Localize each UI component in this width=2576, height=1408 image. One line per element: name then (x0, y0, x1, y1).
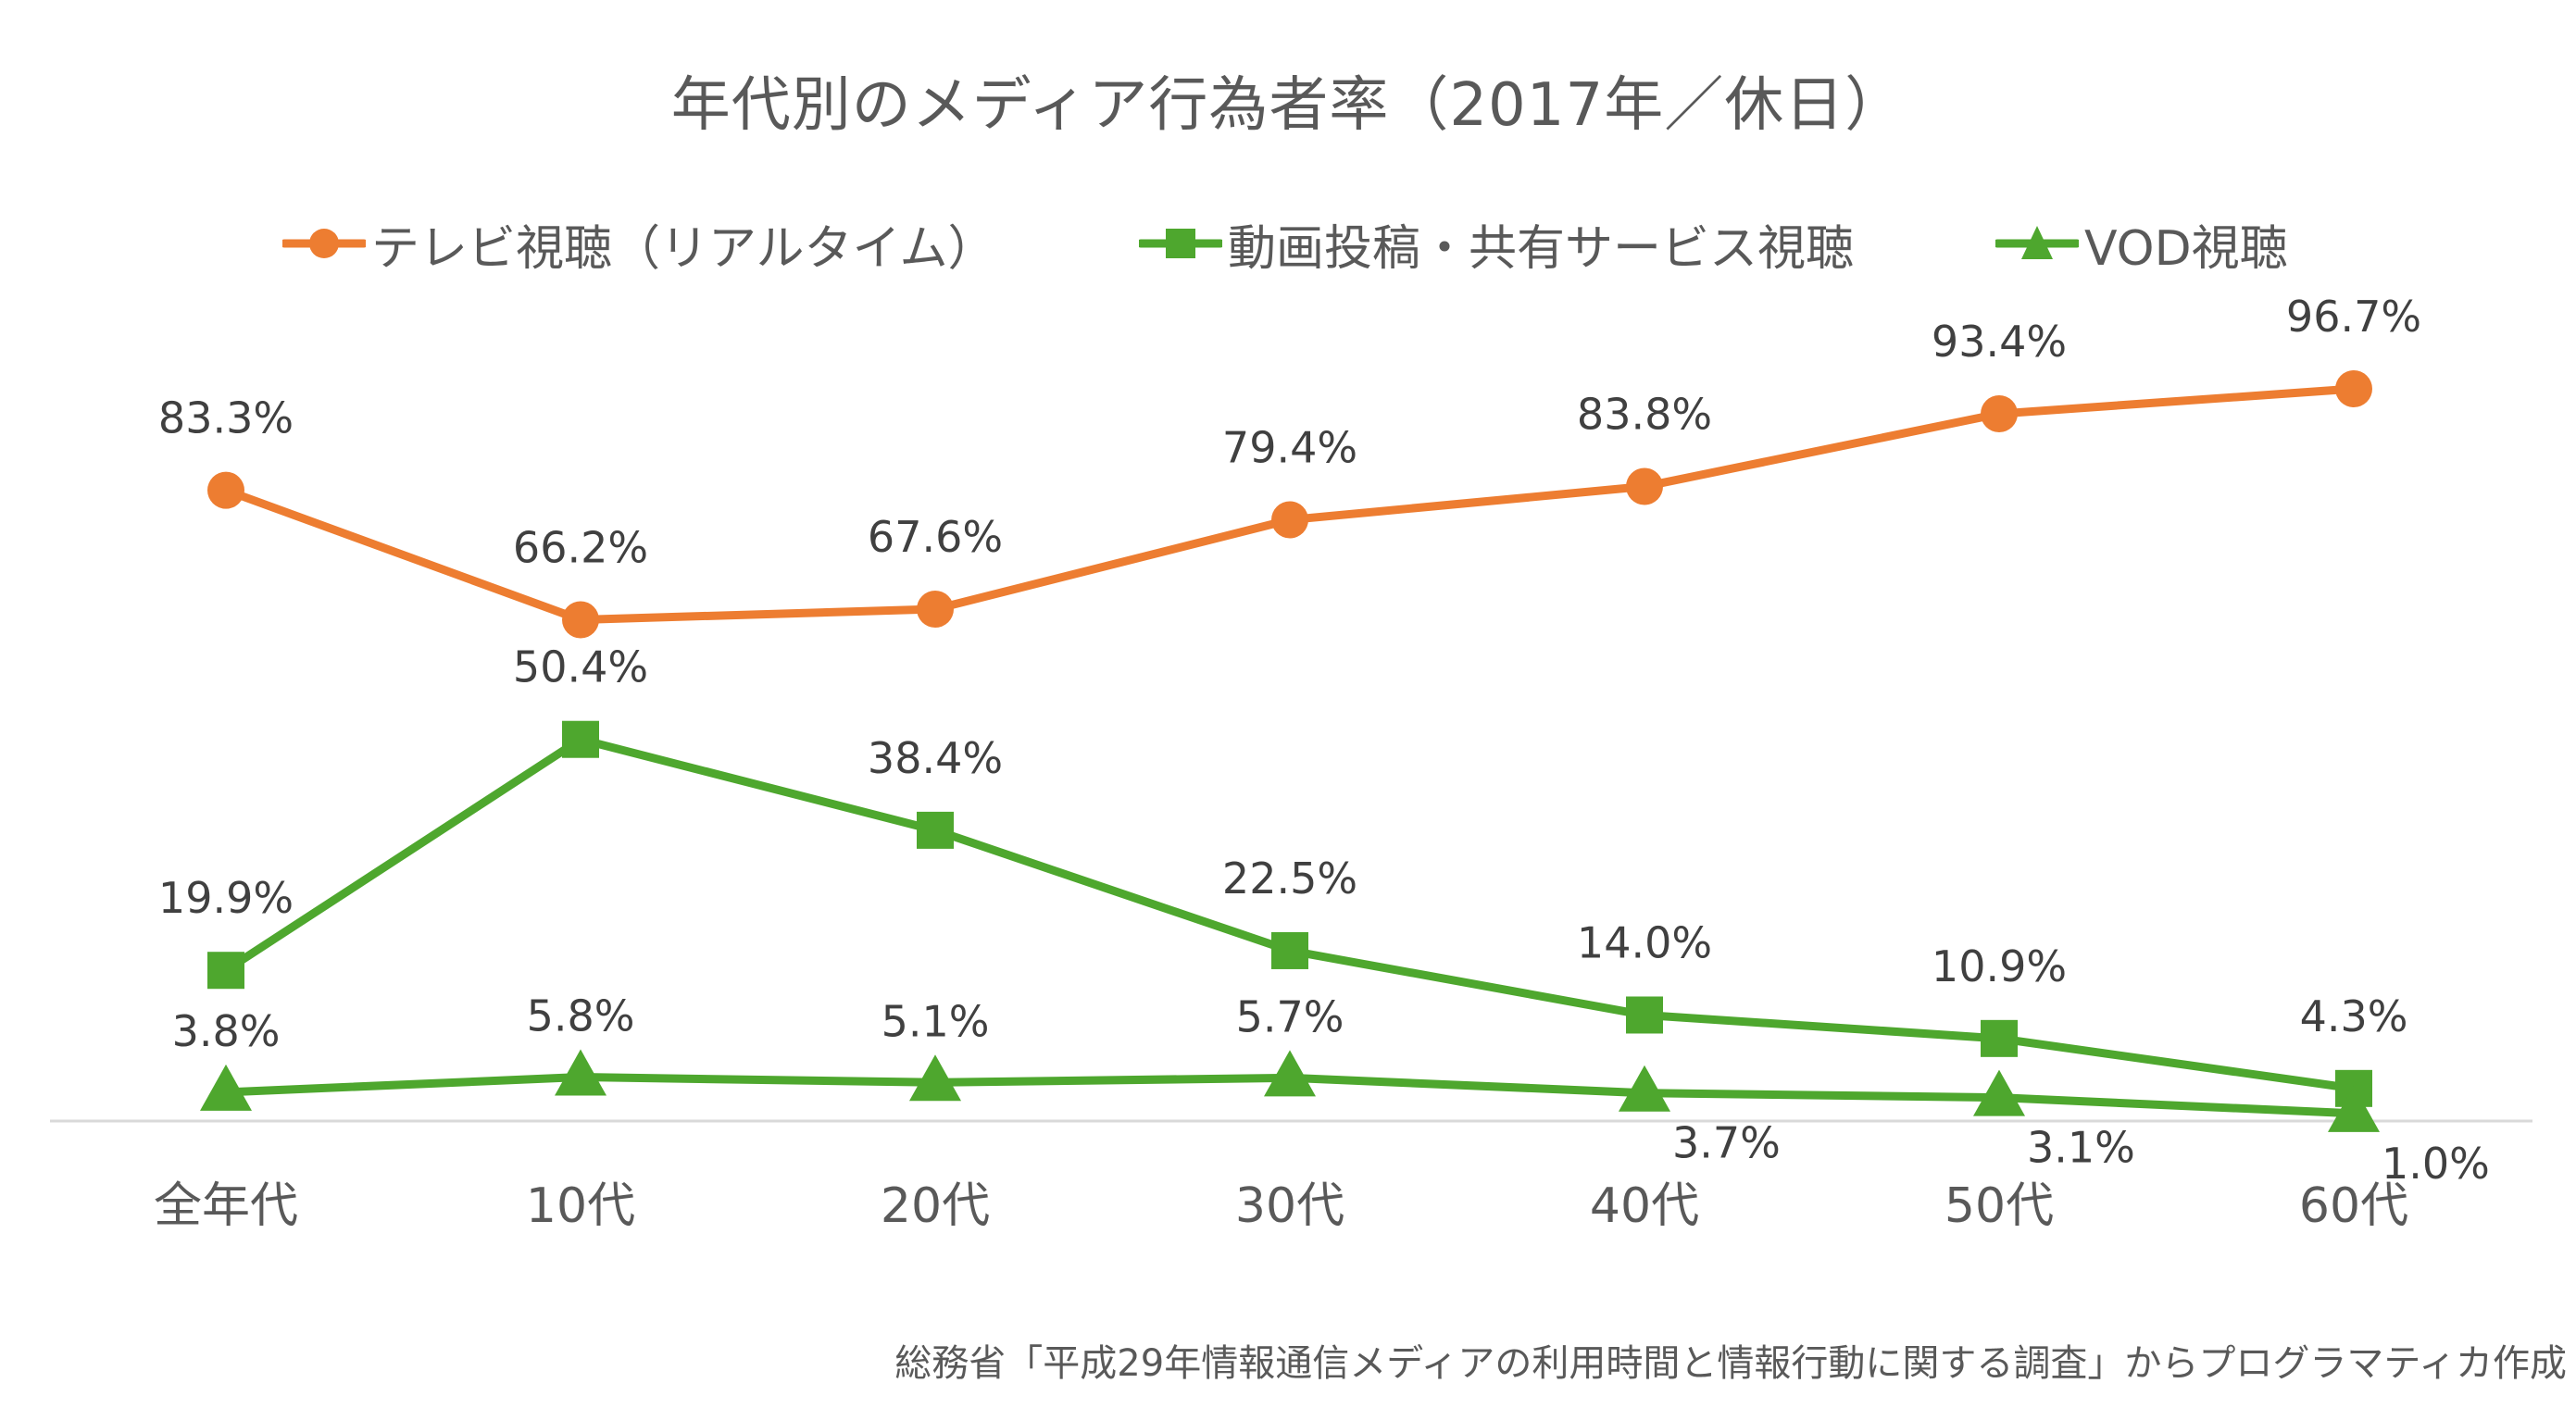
legend-marker-square-icon (1139, 229, 1222, 258)
data-label-vod-4: 3.7% (1672, 1118, 1781, 1168)
data-point-video-sharing-1 (562, 720, 599, 758)
data-label-tv-4: 83.8% (1577, 390, 1712, 440)
legend-item-video-sharing: 動画投稿・共有サービス視聴 (1139, 211, 1855, 277)
data-point-tv-1 (562, 601, 599, 639)
x-tick-label: 30代 (1235, 1178, 1344, 1234)
data-point-vod-1 (555, 1049, 606, 1096)
data-label-tv-5: 93.4% (1932, 317, 2067, 367)
data-point-vod-0 (200, 1064, 252, 1111)
data-point-tv-5 (1981, 394, 2018, 432)
data-label-video-sharing-4: 14.0% (1577, 917, 1712, 967)
data-label-tv-6: 96.7% (2286, 292, 2421, 342)
data-label-video-sharing-3: 22.5% (1222, 854, 1357, 903)
data-point-tv-0 (207, 471, 244, 509)
legend-marker-triangle-icon (1995, 226, 2079, 259)
data-point-vod-6 (2328, 1085, 2380, 1132)
data-label-tv-0: 83.3% (158, 393, 294, 443)
data-point-video-sharing-3 (1271, 931, 1308, 969)
legend-item-vod: VOD視聴 (1995, 211, 2288, 277)
x-tick-label: 全年代 (154, 1178, 298, 1234)
chart-title: 年代別のメディア行為者率（2017年／休日） (670, 71, 1906, 140)
source-note: 総務省「平成29年情報通信メディアの利用時間と情報行動に関する調査」からプログラ… (894, 1342, 2567, 1385)
legend-label-vod: VOD視聴 (2084, 220, 2288, 277)
x-tick-label: 40代 (1590, 1178, 1699, 1234)
legend-item-tv: テレビ視聴（リアルタイム） (282, 211, 996, 277)
data-label-tv-2: 67.6% (868, 512, 1003, 562)
data-label-video-sharing-5: 10.9% (1932, 941, 2067, 991)
data-label-tv-3: 79.4% (1222, 423, 1357, 473)
data-label-vod-6: 1.0% (2382, 1139, 2490, 1189)
data-point-video-sharing-5 (1981, 1019, 2018, 1057)
x-tick-label: 50代 (1945, 1178, 2054, 1234)
data-label-vod-3: 5.7% (1236, 991, 1344, 1041)
data-label-vod-2: 5.1% (882, 996, 990, 1046)
x-tick-label: 60代 (2299, 1178, 2408, 1234)
legend-label-tv: テレビ視聴（リアルタイム） (371, 220, 996, 277)
data-point-tv-4 (1626, 467, 1663, 505)
data-label-vod-1: 5.8% (527, 991, 635, 1041)
data-label-vod-5: 3.1% (2027, 1123, 2135, 1173)
data-point-video-sharing-4 (1626, 996, 1663, 1034)
data-point-vod-5 (1973, 1069, 2025, 1116)
data-point-tv-2 (917, 591, 954, 629)
data-label-video-sharing-2: 38.4% (868, 733, 1003, 783)
data-label-video-sharing-0: 19.9% (158, 873, 294, 923)
data-point-tv-3 (1271, 501, 1308, 539)
data-point-vod-2 (909, 1054, 961, 1102)
x-tick-label: 10代 (526, 1178, 635, 1234)
x-tick-label: 20代 (881, 1178, 990, 1234)
data-point-video-sharing-0 (207, 952, 244, 990)
legend-marker-circle-icon (282, 229, 366, 258)
legend-label-video-sharing: 動画投稿・共有サービス視聴 (1228, 220, 1855, 277)
data-label-video-sharing-6: 4.3% (2300, 991, 2408, 1041)
data-point-vod-3 (1264, 1050, 1316, 1097)
data-label-vod-0: 3.8% (172, 1006, 281, 1056)
data-point-tv-6 (2335, 369, 2372, 407)
data-point-video-sharing-2 (917, 811, 954, 849)
data-label-video-sharing-1: 50.4% (513, 642, 648, 692)
data-point-vod-4 (1619, 1065, 1670, 1112)
data-label-tv-1: 66.2% (513, 522, 648, 572)
